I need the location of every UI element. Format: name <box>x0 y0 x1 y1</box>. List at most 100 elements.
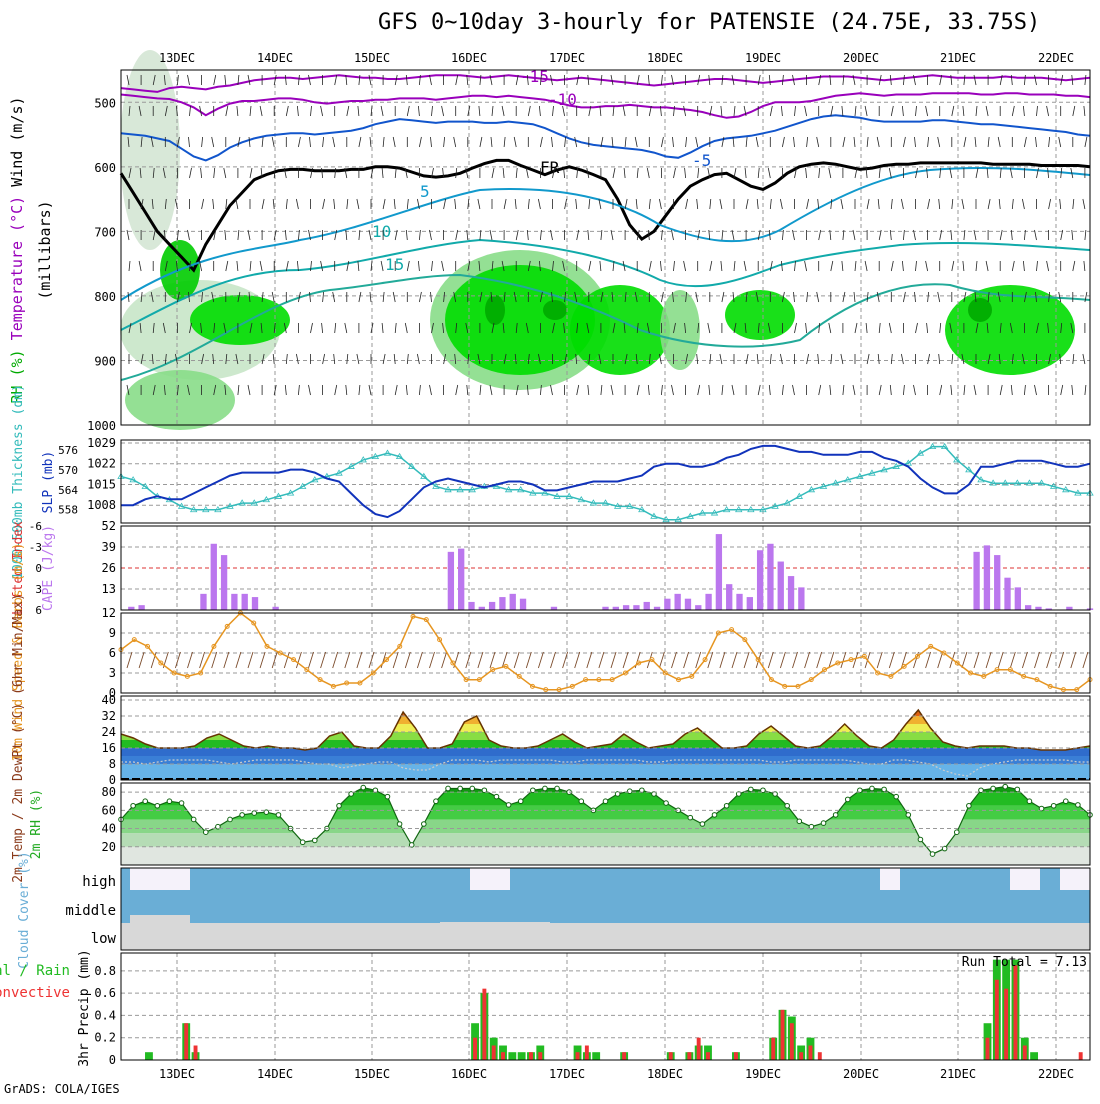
upper-wind-barb <box>636 167 639 179</box>
wind-speed-point <box>636 660 642 666</box>
rh-blob-13 <box>120 50 180 250</box>
cape-bar <box>272 606 279 610</box>
upper-wind-barb <box>479 74 482 86</box>
upper-wind-barb <box>466 229 469 241</box>
bottom-date-tick-7: 20DEC <box>843 1067 879 1081</box>
upper-wind-barb <box>443 198 446 210</box>
upper-wind-barb <box>247 384 251 396</box>
upper-wind-barb <box>986 167 989 179</box>
upper-wind-barb <box>346 105 350 117</box>
upper-wind-barb <box>792 384 795 396</box>
thickness-point <box>517 486 525 493</box>
upper-wind-barb <box>308 229 311 241</box>
upper-wind-barb <box>419 291 422 303</box>
wind-barb <box>477 651 484 669</box>
upper-wind-barb <box>938 353 941 365</box>
upper-wind-barb <box>611 136 614 148</box>
upper-wind-barb <box>515 322 518 334</box>
upper-wind-barb <box>429 74 432 86</box>
upper-wind-barb <box>404 167 408 179</box>
upper-wind-barb <box>126 229 130 241</box>
upper-wind-barb <box>345 229 348 241</box>
upper-wind-barb <box>223 167 227 179</box>
rh-point <box>469 785 476 792</box>
thickness-point <box>856 472 864 479</box>
upper-wind-barb <box>950 74 953 86</box>
thickness-point <box>1025 479 1034 486</box>
thickness-point <box>395 452 404 459</box>
upper-wind-barb <box>466 384 469 396</box>
upper-wind-barb <box>322 291 324 303</box>
bottom-date-tick-1: 14DEC <box>257 1067 293 1081</box>
upper-wind-barb <box>648 105 652 117</box>
top-date-tick-2: 15DEC <box>354 51 390 65</box>
upper-wind-barb <box>612 105 615 117</box>
upper-wind-barb <box>225 105 229 117</box>
upper-wind-barb <box>271 136 275 148</box>
wind-barb <box>1082 651 1089 669</box>
upper-wind-barb <box>237 74 240 86</box>
upper-wind-barb <box>914 291 916 303</box>
wind-barb <box>441 651 448 669</box>
rh-blob-5 <box>485 295 505 325</box>
upper-wind-barb <box>189 260 191 272</box>
wind-barb <box>622 651 629 669</box>
wind-speed-point <box>543 687 549 693</box>
upper-wind-barb <box>661 74 663 86</box>
upper-wind-barb <box>128 322 132 334</box>
cape-ytick-39: 39 <box>102 540 116 554</box>
upper-wind-barb <box>610 229 614 241</box>
upper-wind-barb <box>501 260 505 272</box>
upper-wind-barb <box>346 353 349 365</box>
upper-wind-barb <box>199 260 202 272</box>
thickness-point <box>311 476 319 483</box>
precip-conv-bar <box>482 988 487 1060</box>
upper-wind-barb <box>733 322 737 334</box>
wind-speed-point <box>264 643 270 649</box>
upper-wind-barb <box>261 291 264 303</box>
upper-wind-barb <box>685 136 687 148</box>
precip-conv-bar <box>771 1037 776 1060</box>
upper-wind-barb <box>852 74 856 86</box>
upper-wind-barb <box>550 384 553 396</box>
rh-band <box>121 833 1090 847</box>
upper-wind-barb <box>1034 229 1037 241</box>
wind-barb <box>586 651 593 669</box>
upper-wind-barb <box>794 105 796 117</box>
upper-wind-barb <box>162 322 166 334</box>
upper-wind-barb <box>854 322 858 334</box>
upper-wind-barb <box>175 198 178 210</box>
upper-wind-barb <box>503 291 506 303</box>
wind-barb <box>816 651 823 669</box>
rh-point <box>699 821 706 827</box>
upper-wind-barb <box>782 291 785 303</box>
cloud-patch <box>130 915 190 950</box>
wind-barb <box>961 651 968 669</box>
cape-bar <box>787 576 795 610</box>
upper-wind-barb <box>175 353 178 365</box>
rh-point <box>493 793 500 800</box>
wind-barb <box>404 651 411 669</box>
upper-wind-barb <box>672 136 674 148</box>
top-date-tick-6: 19DEC <box>745 51 781 65</box>
upper-ytick-600: 600 <box>94 161 116 175</box>
upper-wind-barb <box>1046 260 1049 272</box>
rh-point <box>796 818 803 825</box>
upper-wind-barb <box>431 167 434 179</box>
upper-wind-barb <box>564 291 566 303</box>
upper-wind-barb <box>731 229 735 241</box>
precip-conv-bar <box>538 1052 543 1060</box>
thickness-point <box>226 502 234 509</box>
upper-wind-barb <box>624 198 628 210</box>
thickness-point <box>238 499 246 506</box>
lifted-ylabel: Lifted Index <box>11 521 26 615</box>
upper-wind-barb <box>526 384 529 396</box>
upper-wind-barb <box>273 322 276 334</box>
lifted-ytick-4: -6 <box>29 520 42 533</box>
upper-wind-barb <box>442 322 444 334</box>
cape-bar <box>746 597 753 610</box>
wind-barb <box>695 651 702 669</box>
upper-wind-barb <box>346 198 349 210</box>
upper-wind-barb <box>1072 105 1076 117</box>
rh-point <box>178 800 185 806</box>
